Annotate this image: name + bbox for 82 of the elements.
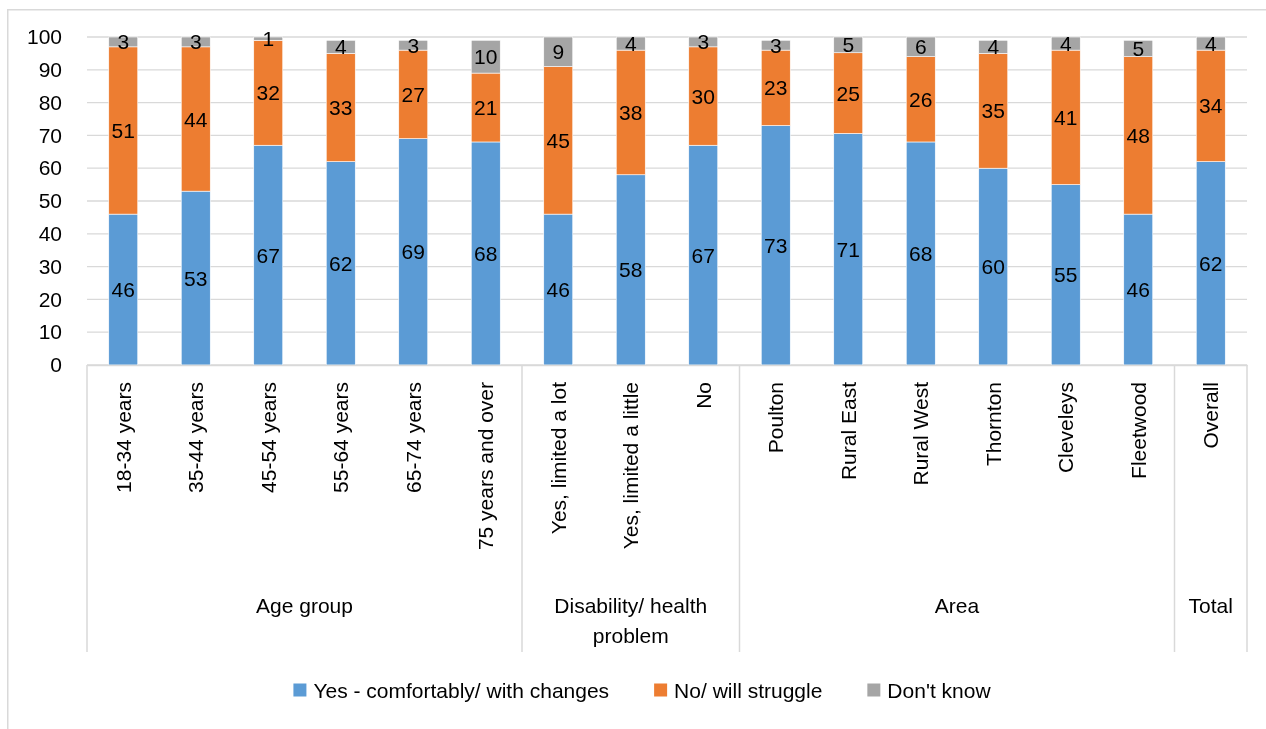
data-label: 62 (1199, 251, 1223, 275)
data-label: 68 (474, 241, 498, 265)
x-tick-label: Fleetwood (1126, 382, 1150, 479)
text: Total (1188, 593, 1233, 617)
y-tick-label: 90 (38, 58, 62, 82)
data-label: 5 (842, 33, 855, 57)
x-tick-label: Rural West (909, 381, 933, 486)
legend-label: Don't know (887, 678, 992, 702)
data-label: 26 (909, 87, 933, 111)
data-label: 48 (1126, 123, 1150, 147)
data-label: 69 (401, 240, 425, 264)
data-label: 4 (1204, 32, 1217, 56)
x-tick-label: Cleveleys (1054, 382, 1078, 474)
data-label: 35 (981, 99, 1005, 123)
data-label: 1 (262, 27, 275, 51)
y-tick-label: 10 (38, 320, 62, 344)
data-label: 46 (1126, 278, 1150, 302)
x-tick-label: 55-64 years (329, 382, 353, 493)
data-label: 45 (546, 128, 570, 152)
y-tick-label: 80 (38, 90, 62, 114)
x-tick-label: Yes, limited a little (619, 382, 643, 550)
data-label: 34 (1199, 94, 1223, 118)
data-label: 5 (1132, 36, 1145, 60)
data-label: 33 (329, 96, 353, 120)
data-label: 67 (256, 243, 280, 267)
data-label: 46 (546, 278, 570, 302)
x-tick-label: 45-54 years (256, 382, 280, 493)
x-tick-label: Thornton (981, 382, 1005, 467)
data-label: 30 (691, 84, 715, 108)
x-tick-label: 35-44 years (184, 382, 208, 493)
data-label: 21 (474, 96, 498, 120)
data-label: 3 (117, 30, 130, 54)
x-tick-label: No (691, 382, 715, 409)
y-tick-label: 40 (38, 222, 62, 246)
x-tick-label: 75 years and over (474, 382, 498, 551)
data-label: 25 (836, 81, 860, 105)
data-label: 4 (1059, 32, 1072, 56)
data-label: 71 (836, 237, 860, 261)
data-label: 9 (552, 40, 565, 64)
data-label: 53 (184, 266, 208, 290)
y-tick-label: 0 (50, 353, 62, 377)
data-label: 62 (329, 251, 353, 275)
data-label: 38 (619, 100, 643, 124)
data-label: 67 (691, 243, 715, 267)
x-tick-label: Overall (1199, 382, 1223, 449)
y-tick-label: 60 (38, 156, 62, 180)
text: Age group (256, 593, 353, 617)
y-tick-label: 50 (38, 189, 62, 213)
x-tick-label: Poulton (764, 382, 788, 454)
x-tick-label: Rural East (836, 381, 860, 481)
y-tick-label: 30 (38, 254, 62, 278)
data-label: 44 (184, 107, 208, 131)
data-label: 4 (334, 35, 347, 59)
data-label: 4 (624, 32, 637, 56)
data-label: 4 (987, 35, 1000, 59)
data-label: 6 (914, 35, 927, 59)
data-label: 68 (909, 241, 933, 265)
data-label: 23 (764, 76, 788, 100)
data-label: 27 (401, 82, 425, 106)
x-tick-label: 65-74 years (401, 382, 425, 493)
data-label: 32 (256, 81, 280, 105)
y-tick-label: 20 (38, 287, 62, 311)
data-label: 51 (111, 118, 135, 142)
y-tick-label: 70 (38, 123, 62, 147)
data-label: 58 (619, 258, 643, 282)
data-label: 3 (189, 30, 202, 54)
data-label: 60 (981, 255, 1005, 279)
data-label: 3 (407, 33, 420, 57)
text: Disability/ health problem (554, 593, 708, 647)
data-label: 3 (697, 30, 710, 54)
data-label: 3 (769, 33, 782, 57)
data-label: 73 (764, 233, 788, 257)
data-label: 55 (1054, 263, 1078, 287)
data-label: 10 (474, 45, 498, 69)
legend-label: No/ will struggle (674, 678, 823, 702)
data-label: 46 (111, 278, 135, 302)
x-tick-label: 18-34 years (111, 382, 135, 493)
x-tick-label: Yes, limited a lot (546, 381, 570, 535)
text: Area (934, 593, 980, 617)
y-tick-label: 100 (26, 25, 62, 49)
legend-label: Yes - comfortably/ with changes (313, 678, 610, 702)
data-label: 41 (1054, 105, 1078, 129)
